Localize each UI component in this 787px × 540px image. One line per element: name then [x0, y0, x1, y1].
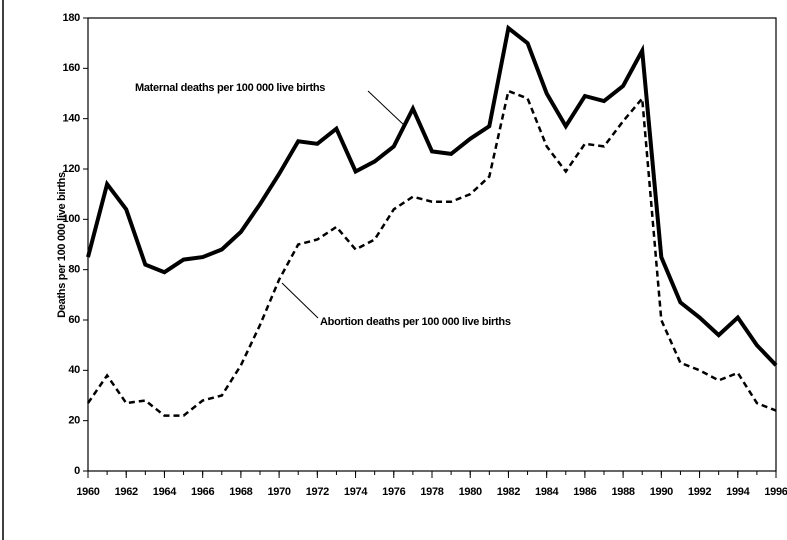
x-tick-label: 1986 [573, 486, 596, 498]
y-axis-label: Deaths per 100 000 live births [56, 172, 68, 318]
y-tick-label: 60 [68, 314, 80, 326]
series-line [86, 89, 777, 417]
x-tick-label: 1972 [306, 486, 329, 498]
annotation: Abortion deaths per 100 000 live births [320, 316, 511, 328]
x-tick-label: 1964 [153, 486, 177, 498]
y-tick-label: 20 [68, 415, 80, 427]
y-tick-label: 40 [68, 364, 80, 376]
y-tick-label: 180 [63, 12, 81, 24]
x-tick-label: 1966 [191, 486, 214, 498]
x-tick-label: 1980 [459, 486, 482, 498]
y-tick-label: 100 [63, 213, 81, 225]
y-tick-label: 160 [63, 62, 81, 74]
x-tick-label: 1996 [764, 486, 787, 498]
x-tick-label: 1962 [115, 486, 138, 498]
series-line [86, 24, 778, 367]
annotation: Maternal deaths per 100 000 live births [135, 82, 325, 94]
y-tick-label: 140 [63, 113, 81, 125]
y-tick-label: 80 [68, 264, 80, 276]
x-tick-label: 1990 [650, 486, 673, 498]
y-tick-label: 120 [63, 163, 81, 175]
y-tick-label: 0 [74, 465, 80, 477]
leader-line [281, 282, 319, 319]
x-tick-label: 1982 [497, 486, 520, 498]
x-tick-label: 1970 [267, 486, 290, 498]
leader-line [367, 90, 406, 127]
x-tick-label: 1978 [420, 486, 443, 498]
x-tick-label: 1974 [344, 486, 368, 498]
x-tick-label: 1992 [688, 486, 711, 498]
x-tick-label: 1976 [382, 486, 405, 498]
x-tick-label: 1994 [726, 486, 750, 498]
x-tick-label: 1968 [229, 486, 252, 498]
x-tick-label: 1984 [535, 486, 559, 498]
x-tick-label: 1960 [76, 486, 99, 498]
x-tick-label: 1988 [611, 486, 634, 498]
